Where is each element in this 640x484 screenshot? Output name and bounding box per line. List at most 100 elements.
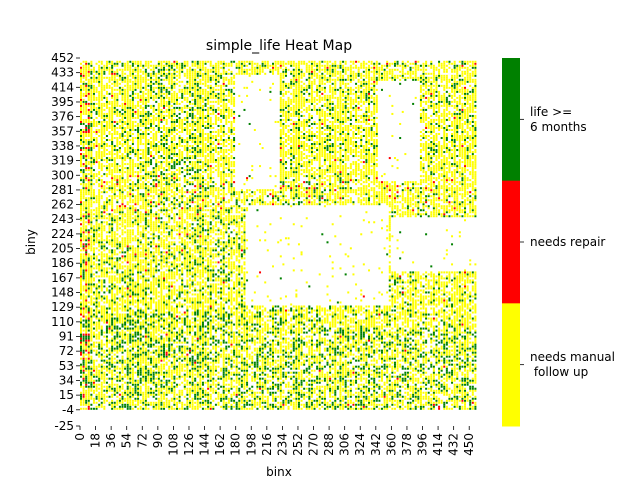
heatmap-cell (80, 72, 82, 75)
heatmap-cell (113, 165, 116, 168)
heatmap-cell (82, 163, 85, 166)
heatmap-cell (85, 305, 88, 308)
heatmap-cell (85, 395, 88, 398)
heatmap-cell (129, 94, 132, 97)
heatmap-cell (108, 80, 111, 83)
heatmap-cell (90, 217, 93, 220)
heatmap-cell (124, 389, 127, 392)
heatmap-cell (160, 385, 163, 388)
heatmap-cell (160, 295, 163, 298)
heatmap-cell (165, 391, 168, 394)
heatmap-cell (147, 329, 150, 332)
heatmap-cell (160, 167, 163, 170)
heatmap-cell (150, 120, 153, 123)
heatmap-cell (92, 147, 95, 150)
heatmap-cell (163, 397, 166, 400)
heatmap-cell (118, 114, 121, 117)
heatmap-cell (168, 351, 171, 354)
heatmap-cell (163, 145, 166, 148)
heatmap-cell (90, 359, 93, 362)
heatmap-cell (152, 315, 155, 318)
heatmap-cell (157, 353, 160, 356)
heatmap-cell (142, 365, 145, 368)
heatmap-cell (85, 359, 88, 362)
heatmap-cell (137, 387, 140, 390)
heatmap-cell (85, 301, 88, 304)
heatmap-cell (80, 163, 82, 166)
heatmap-cell (142, 100, 145, 103)
heatmap-cell (139, 373, 142, 376)
heatmap-cell (129, 307, 132, 310)
heatmap-cell (126, 321, 129, 324)
heatmap-cell (80, 102, 82, 105)
heatmap-cell (137, 139, 140, 142)
heatmap-cell (160, 285, 163, 288)
heatmap-cell (121, 191, 124, 194)
heatmap-cell (176, 369, 178, 372)
heatmap-cell (80, 401, 82, 404)
heatmap-cell (121, 303, 124, 306)
heatmap-cell (137, 60, 140, 63)
heatmap-cell (105, 187, 108, 190)
heatmap-cell (87, 393, 90, 396)
heatmap-cell (80, 165, 82, 168)
heatmap-cell (142, 161, 145, 164)
heatmap-cell (131, 207, 134, 210)
heatmap-cell (116, 157, 119, 160)
heatmap-cell (155, 361, 158, 364)
heatmap-cell (111, 225, 114, 228)
heatmap-cell (155, 108, 158, 111)
heatmap-cell (85, 104, 88, 107)
heatmap-cell (139, 317, 142, 320)
heatmap-cell (142, 137, 145, 140)
heatmap-cell (124, 96, 127, 99)
heatmap-cell (168, 215, 171, 218)
heatmap-cell (168, 285, 171, 288)
heatmap-cell (152, 325, 155, 328)
heatmap-cell (129, 283, 132, 286)
heatmap-cell (126, 106, 129, 109)
heatmap-cell (160, 263, 163, 266)
heatmap-cell (98, 151, 101, 154)
heatmap-cell (118, 134, 121, 137)
heatmap-cell (111, 102, 114, 105)
heatmap-cell (165, 317, 168, 320)
heatmap-cell (139, 106, 142, 109)
heatmap-cell (131, 367, 134, 370)
heatmap-cell (144, 405, 147, 408)
heatmap-cell (82, 195, 85, 198)
heatmap-cell (160, 405, 163, 408)
heatmap-cell (113, 187, 116, 190)
heatmap-cell (103, 201, 106, 204)
heatmap-cell (90, 269, 93, 272)
heatmap-cell (90, 327, 93, 330)
heatmap-cell (121, 329, 124, 332)
heatmap-cell (80, 365, 82, 368)
heatmap-cell (147, 231, 150, 234)
heatmap-cell (129, 377, 132, 380)
heatmap-cell (173, 265, 176, 268)
heatmap-cell (147, 393, 150, 396)
heatmap-cell (144, 349, 147, 352)
heatmap-cell (170, 343, 173, 346)
heatmap-cell (126, 193, 129, 196)
heatmap-cell (116, 343, 119, 346)
heatmap-cell (129, 387, 132, 390)
heatmap-cell (116, 317, 119, 320)
heatmap-cell (111, 345, 114, 348)
heatmap-cell (160, 355, 163, 358)
heatmap-cell (92, 177, 95, 180)
heatmap-cell (85, 403, 88, 406)
heatmap-cell (160, 367, 163, 370)
heatmap-cell (121, 195, 124, 198)
heatmap-cell (157, 263, 160, 266)
heatmap-cell (113, 96, 116, 99)
heatmap-cell (90, 271, 93, 274)
heatmap-cell (85, 369, 88, 372)
heatmap-cell (95, 387, 98, 390)
heatmap-cell (173, 110, 176, 113)
heatmap-cell (108, 339, 111, 342)
heatmap-cell (165, 209, 168, 212)
heatmap-cell (111, 399, 114, 402)
heatmap-cell (160, 185, 163, 188)
